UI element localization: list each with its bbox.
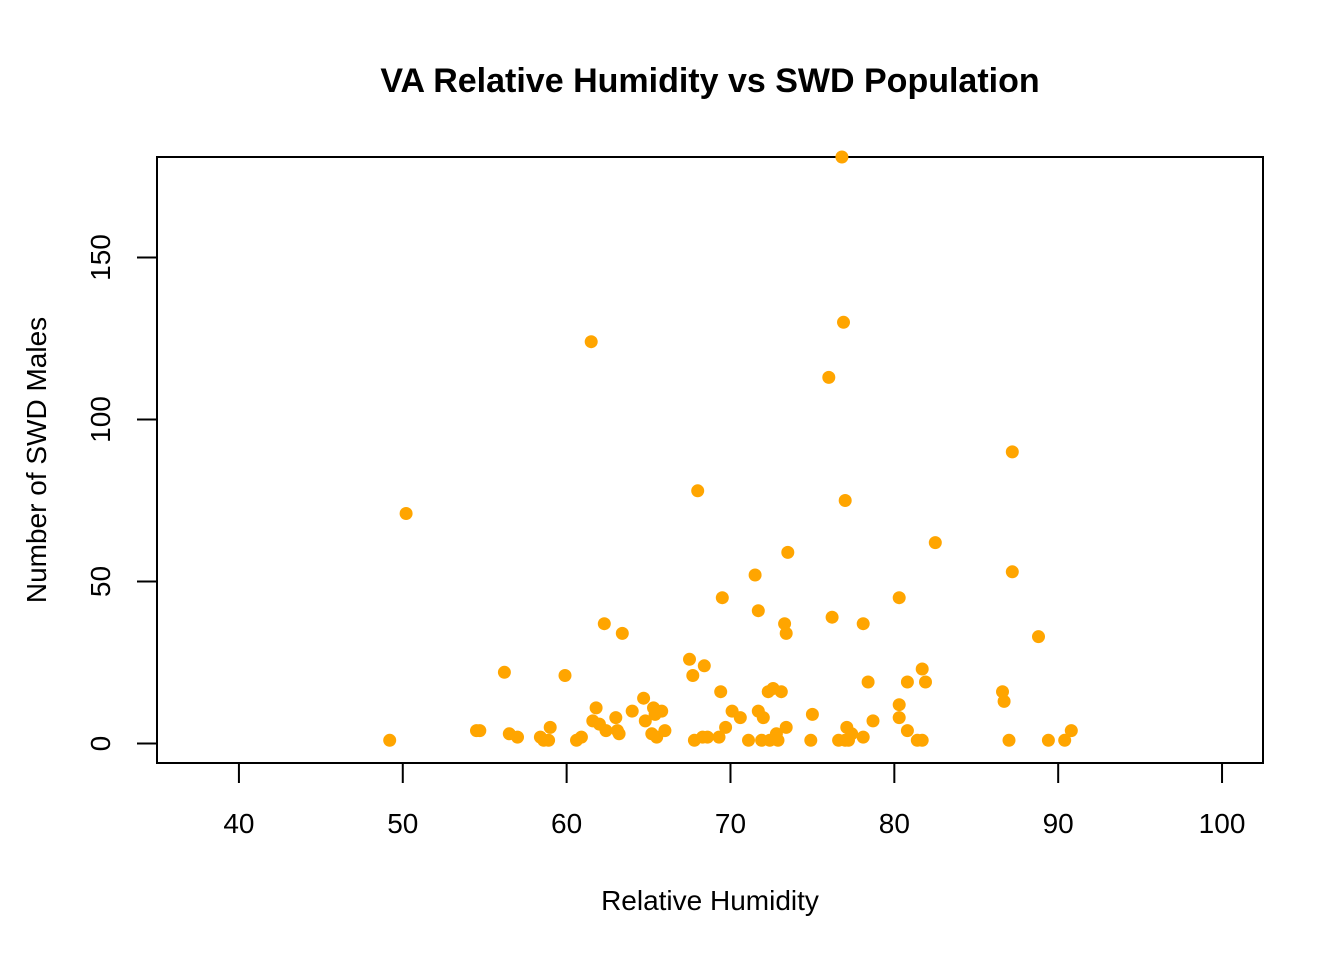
y-tick-label: 50 (85, 566, 116, 597)
data-point (638, 714, 652, 728)
data-point (1064, 724, 1078, 738)
data-point (1041, 733, 1055, 747)
data-point (719, 720, 733, 734)
data-point (615, 626, 629, 640)
y-tick-label: 150 (85, 234, 116, 281)
data-point (658, 724, 672, 738)
data-point (543, 720, 557, 734)
data-point (861, 675, 875, 689)
data-point (597, 617, 611, 631)
data-point (715, 591, 729, 605)
data-point (683, 652, 696, 666)
data-point (383, 733, 397, 747)
data-point (612, 727, 626, 741)
x-tick-label: 100 (1199, 808, 1246, 839)
data-point (781, 545, 795, 559)
data-point (845, 727, 859, 741)
data-point (584, 335, 598, 349)
data-point (856, 730, 870, 744)
y-axis-label: Number of SWD Males (21, 317, 52, 603)
data-point (779, 626, 793, 640)
data-point (589, 701, 603, 715)
data-point (733, 711, 747, 725)
plot-frame (156, 156, 1264, 764)
data-point (637, 691, 651, 705)
x-tick-label: 40 (223, 808, 254, 839)
chart-title: VA Relative Humidity vs SWD Population (380, 62, 1039, 100)
data-point (655, 704, 669, 718)
data-point (686, 669, 700, 682)
data-point (751, 604, 765, 618)
data-point (625, 704, 639, 718)
x-tick-label: 60 (551, 808, 582, 839)
data-point (771, 733, 785, 747)
data-point (915, 733, 929, 747)
data-point (511, 730, 524, 744)
data-point (892, 711, 906, 725)
data-point (900, 724, 914, 738)
data-point (856, 617, 870, 631)
data-point (919, 675, 932, 689)
data-point (697, 659, 711, 673)
data-point (558, 669, 572, 682)
data-point (835, 150, 849, 164)
data-point (825, 610, 839, 624)
data-point (804, 733, 818, 747)
x-tick-label: 70 (715, 808, 746, 839)
x-tick-label: 80 (879, 808, 910, 839)
data-point (915, 662, 929, 676)
data-point (892, 698, 906, 712)
data-point (756, 711, 770, 725)
data-point (473, 724, 487, 738)
data-point (778, 617, 792, 631)
data-point (712, 730, 726, 744)
data-point (714, 685, 728, 699)
data-point (997, 694, 1011, 708)
data-point (609, 711, 623, 725)
data-point (1005, 445, 1019, 459)
data-point (900, 675, 914, 689)
data-point (1005, 565, 1019, 579)
data-point (497, 665, 511, 679)
data-point (837, 315, 850, 329)
data-point (742, 733, 755, 747)
x-axis-label: Relative Humidity (601, 885, 819, 916)
data-point (599, 724, 613, 738)
data-point (701, 730, 714, 744)
data-point (1058, 733, 1072, 747)
data-point (892, 591, 906, 605)
data-point (805, 707, 819, 721)
data-point (928, 536, 942, 550)
data-point (1032, 630, 1045, 644)
data-point (779, 720, 793, 734)
data-point (774, 685, 788, 699)
data-points (383, 150, 1078, 747)
data-point (838, 494, 852, 507)
y-axis: 0 50 100 150 (85, 234, 158, 752)
data-point (542, 733, 556, 747)
y-tick-label: 0 (85, 736, 116, 752)
data-point (822, 370, 836, 384)
x-axis: 40 50 60 70 80 90 100 (223, 762, 1246, 839)
y-tick-label: 100 (85, 396, 116, 443)
data-point (996, 685, 1009, 699)
x-tick-label: 90 (1043, 808, 1074, 839)
data-point (1002, 733, 1016, 747)
data-point (399, 507, 413, 520)
data-point (691, 484, 705, 498)
x-tick-label: 50 (387, 808, 418, 839)
data-point (748, 568, 762, 582)
data-point (866, 714, 880, 728)
data-point (574, 730, 588, 744)
